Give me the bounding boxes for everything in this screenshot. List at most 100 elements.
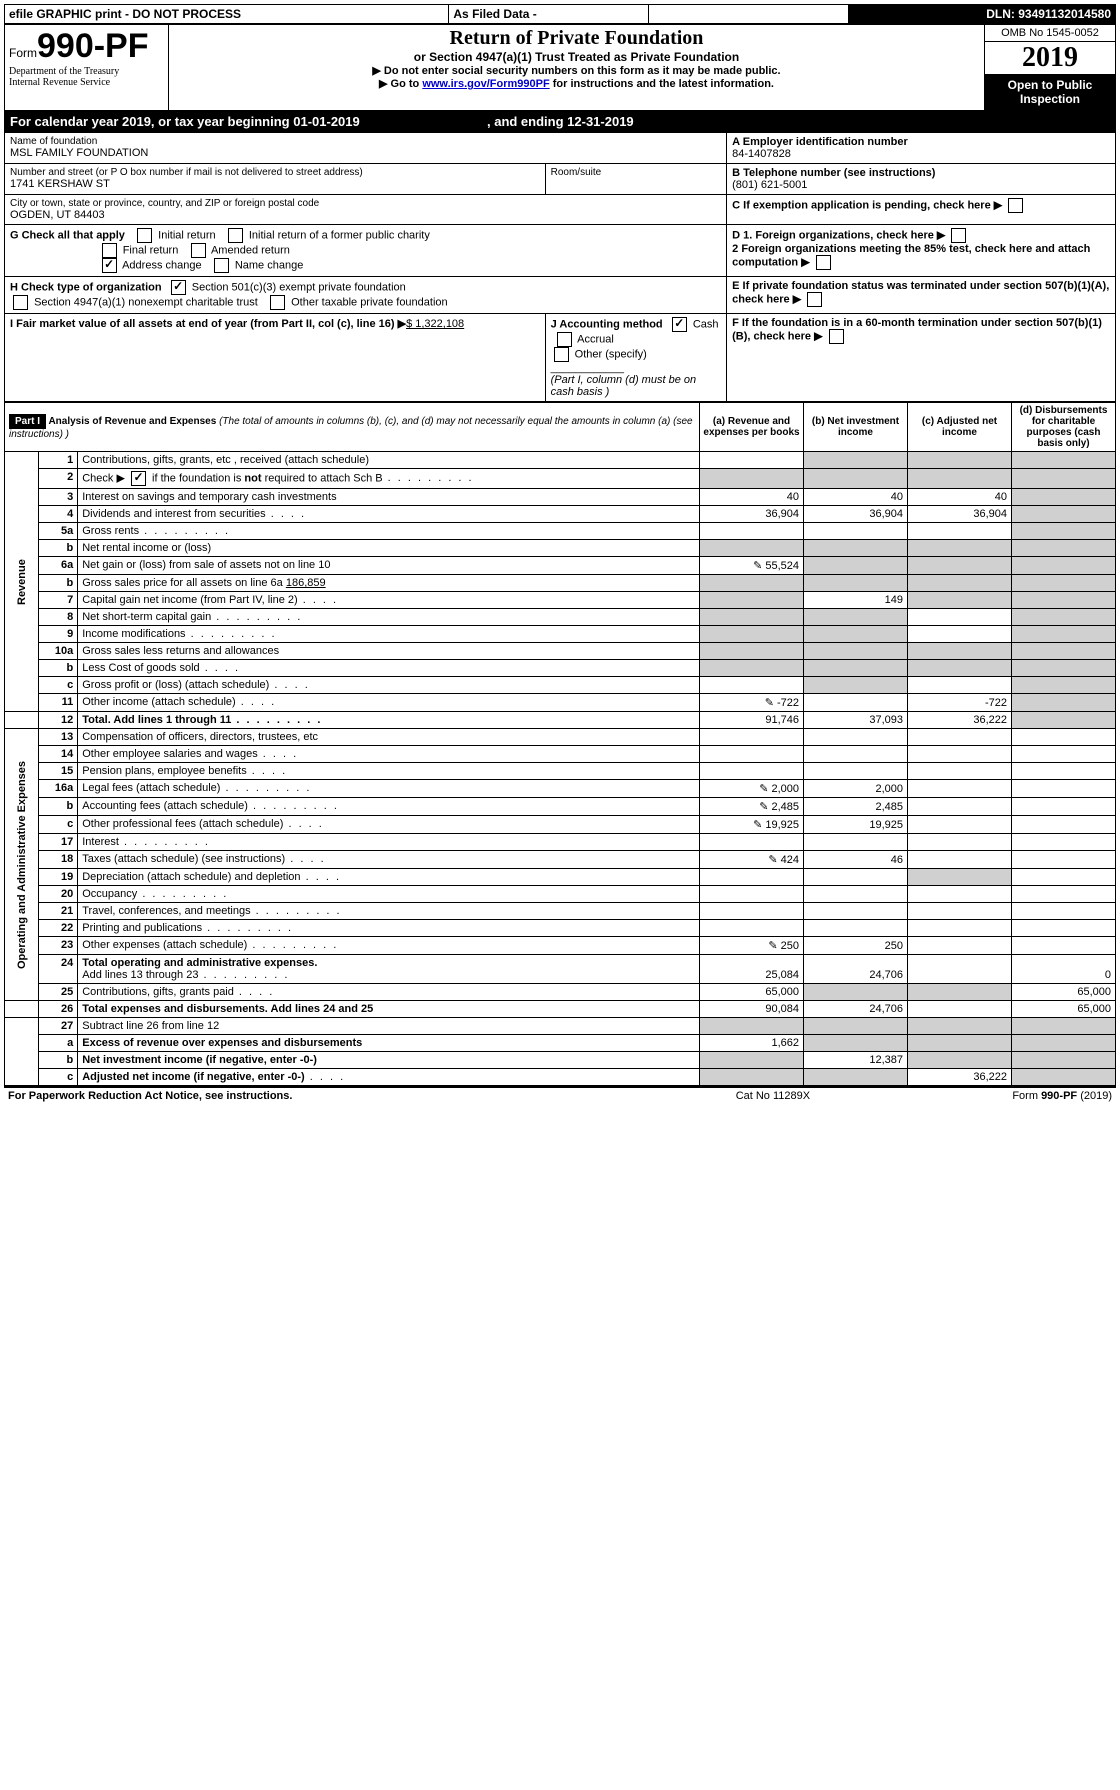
form-title: Return of Private Foundation [173, 27, 980, 50]
row-2: Check ▶ if the foundation is not require… [78, 469, 700, 489]
checkbox-d1[interactable] [951, 228, 966, 243]
checkbox-c[interactable] [1008, 198, 1023, 213]
name-label: Name of foundation [10, 136, 721, 147]
checkbox-cash[interactable] [672, 317, 687, 332]
section-d2-label: 2 Foreign organizations meeting the 85% … [732, 243, 1090, 268]
foundation-info: Name of foundation MSL FAMILY FOUNDATION… [4, 132, 1116, 402]
checkbox-amended[interactable] [191, 243, 206, 258]
attachment-icon[interactable]: ✎ [753, 560, 762, 572]
tel-label: B Telephone number (see instructions) [732, 167, 1110, 179]
row-1: Contributions, gifts, grants, etc , rece… [78, 452, 700, 469]
checkbox-501c3[interactable] [171, 280, 186, 295]
form-number: 990-PF [37, 27, 149, 65]
section-g-label: G Check all that apply [10, 229, 125, 241]
section-e-label: E If private foundation status was termi… [732, 280, 1109, 305]
col-c-header: (c) Adjusted net income [908, 403, 1012, 452]
row-27a: Excess of revenue over expenses and disb… [78, 1035, 700, 1052]
dept-irs: Internal Revenue Service [9, 77, 164, 88]
attachment-icon[interactable]: ✎ [768, 854, 777, 866]
row-9: Income modifications [78, 626, 700, 643]
row-4: Dividends and interest from securities [78, 506, 700, 523]
attachment-icon[interactable]: ✎ [759, 801, 768, 813]
section-d1-label: D 1. Foreign organizations, check here [732, 229, 934, 241]
top-header: efile GRAPHIC print - DO NOT PROCESS As … [4, 4, 1116, 24]
row-5a: Gross rents [78, 523, 700, 540]
checkbox-sch-b[interactable] [131, 471, 146, 486]
row-22: Printing and publications [78, 920, 700, 937]
attachment-icon[interactable]: ✎ [768, 940, 777, 952]
row-5b: Net rental income or (loss) [78, 540, 700, 557]
attachment-icon[interactable]: ✎ [759, 783, 768, 795]
part-i-title: Analysis of Revenue and Expenses [48, 416, 216, 427]
row-12: Total. Add lines 1 through 11 [78, 712, 700, 729]
col-a-header: (a) Revenue and expenses per books [700, 403, 804, 452]
row-10a: Gross sales less returns and allowances [78, 643, 700, 660]
row-25: Contributions, gifts, grants paid [78, 984, 700, 1001]
city-label: City or town, state or province, country… [10, 198, 721, 209]
checkbox-other-method[interactable] [554, 347, 569, 362]
row-20: Occupancy [78, 886, 700, 903]
checkbox-name-change[interactable] [214, 258, 229, 273]
row-17: Interest [78, 834, 700, 851]
omb-number: OMB No 1545-0052 [985, 25, 1115, 42]
row-15: Pension plans, employee benefits [78, 763, 700, 780]
address-value: 1741 KERSHAW ST [10, 178, 540, 190]
checkbox-d2[interactable] [816, 255, 831, 270]
checkbox-accrual[interactable] [557, 332, 572, 347]
row-16c: Other professional fees (attach schedule… [78, 816, 700, 834]
calendar-year-row: For calendar year 2019, or tax year begi… [4, 111, 1116, 132]
part-i-table: Part I Analysis of Revenue and Expenses … [4, 402, 1116, 1086]
address-label: Number and street (or P O box number if … [10, 167, 540, 178]
footer-left: For Paperwork Reduction Act Notice, see … [4, 1087, 678, 1104]
row-10c: Gross profit or (loss) (attach schedule) [78, 677, 700, 694]
as-filed: As Filed Data - [449, 5, 649, 24]
section-f-label: F If the foundation is in a 60-month ter… [732, 317, 1102, 342]
attachment-icon[interactable]: ✎ [765, 697, 774, 709]
tel-value: (801) 621-5001 [732, 179, 1110, 191]
row-16b: Accounting fees (attach schedule) [78, 798, 700, 816]
room-label: Room/suite [551, 167, 722, 178]
open-public-box: Open to Public Inspection [985, 74, 1115, 110]
attachment-icon[interactable]: ✎ [753, 819, 762, 831]
ein-value: 84-1407828 [732, 148, 1110, 160]
checkbox-4947[interactable] [13, 295, 28, 310]
section-i-label: I Fair market value of all assets at end… [10, 318, 395, 330]
part-i-label: Part I [9, 414, 46, 429]
row-10b: Less Cost of goods sold [78, 660, 700, 677]
row-27: Subtract line 26 from line 12 [78, 1018, 700, 1035]
row-21: Travel, conferences, and meetings [78, 903, 700, 920]
form-note-1: ▶ Do not enter social security numbers o… [173, 64, 980, 77]
row-24: Total operating and administrative expen… [78, 955, 700, 984]
row-6a: Net gain or (loss) from sale of assets n… [78, 557, 700, 575]
ein-label: A Employer identification number [732, 136, 1110, 148]
row-7: Capital gain net income (from Part IV, l… [78, 592, 700, 609]
form-subtitle: or Section 4947(a)(1) Trust Treated as P… [173, 50, 980, 64]
row-13: Compensation of officers, directors, tru… [78, 729, 700, 746]
checkbox-address-change[interactable] [102, 258, 117, 273]
cash-basis-note: (Part I, column (d) must be on cash basi… [551, 374, 697, 398]
row-6b: Gross sales price for all assets on line… [78, 575, 700, 592]
row-3: Interest on savings and temporary cash i… [78, 489, 700, 506]
section-h-label: H Check type of organization [10, 281, 162, 293]
irs-link[interactable]: www.irs.gov/Form990PF [422, 78, 549, 90]
footer-mid: Cat No 11289X [678, 1087, 868, 1104]
spacer [649, 5, 849, 24]
row-26: Total expenses and disbursements. Add li… [78, 1001, 700, 1018]
expenses-section-label: Operating and Administrative Expenses [5, 729, 39, 1001]
revenue-section-label: Revenue [5, 452, 39, 712]
footer-right: Form 990-PF (2019) [868, 1087, 1116, 1104]
form-note-2: ▶ Go to www.irs.gov/Form990PF for instru… [173, 77, 980, 90]
checkbox-final[interactable] [102, 243, 117, 258]
efile-notice: efile GRAPHIC print - DO NOT PROCESS [5, 5, 449, 24]
section-c-label: C If exemption application is pending, c… [732, 199, 991, 211]
row-16a: Legal fees (attach schedule) [78, 780, 700, 798]
checkbox-other-taxable[interactable] [270, 295, 285, 310]
checkbox-e[interactable] [807, 292, 822, 307]
row-23: Other expenses (attach schedule) [78, 937, 700, 955]
col-b-header: (b) Net investment income [804, 403, 908, 452]
row-11: Other income (attach schedule) [78, 694, 700, 712]
col-d-header: (d) Disbursements for charitable purpose… [1012, 403, 1116, 452]
checkbox-initial-former[interactable] [228, 228, 243, 243]
checkbox-f[interactable] [829, 329, 844, 344]
checkbox-initial[interactable] [137, 228, 152, 243]
